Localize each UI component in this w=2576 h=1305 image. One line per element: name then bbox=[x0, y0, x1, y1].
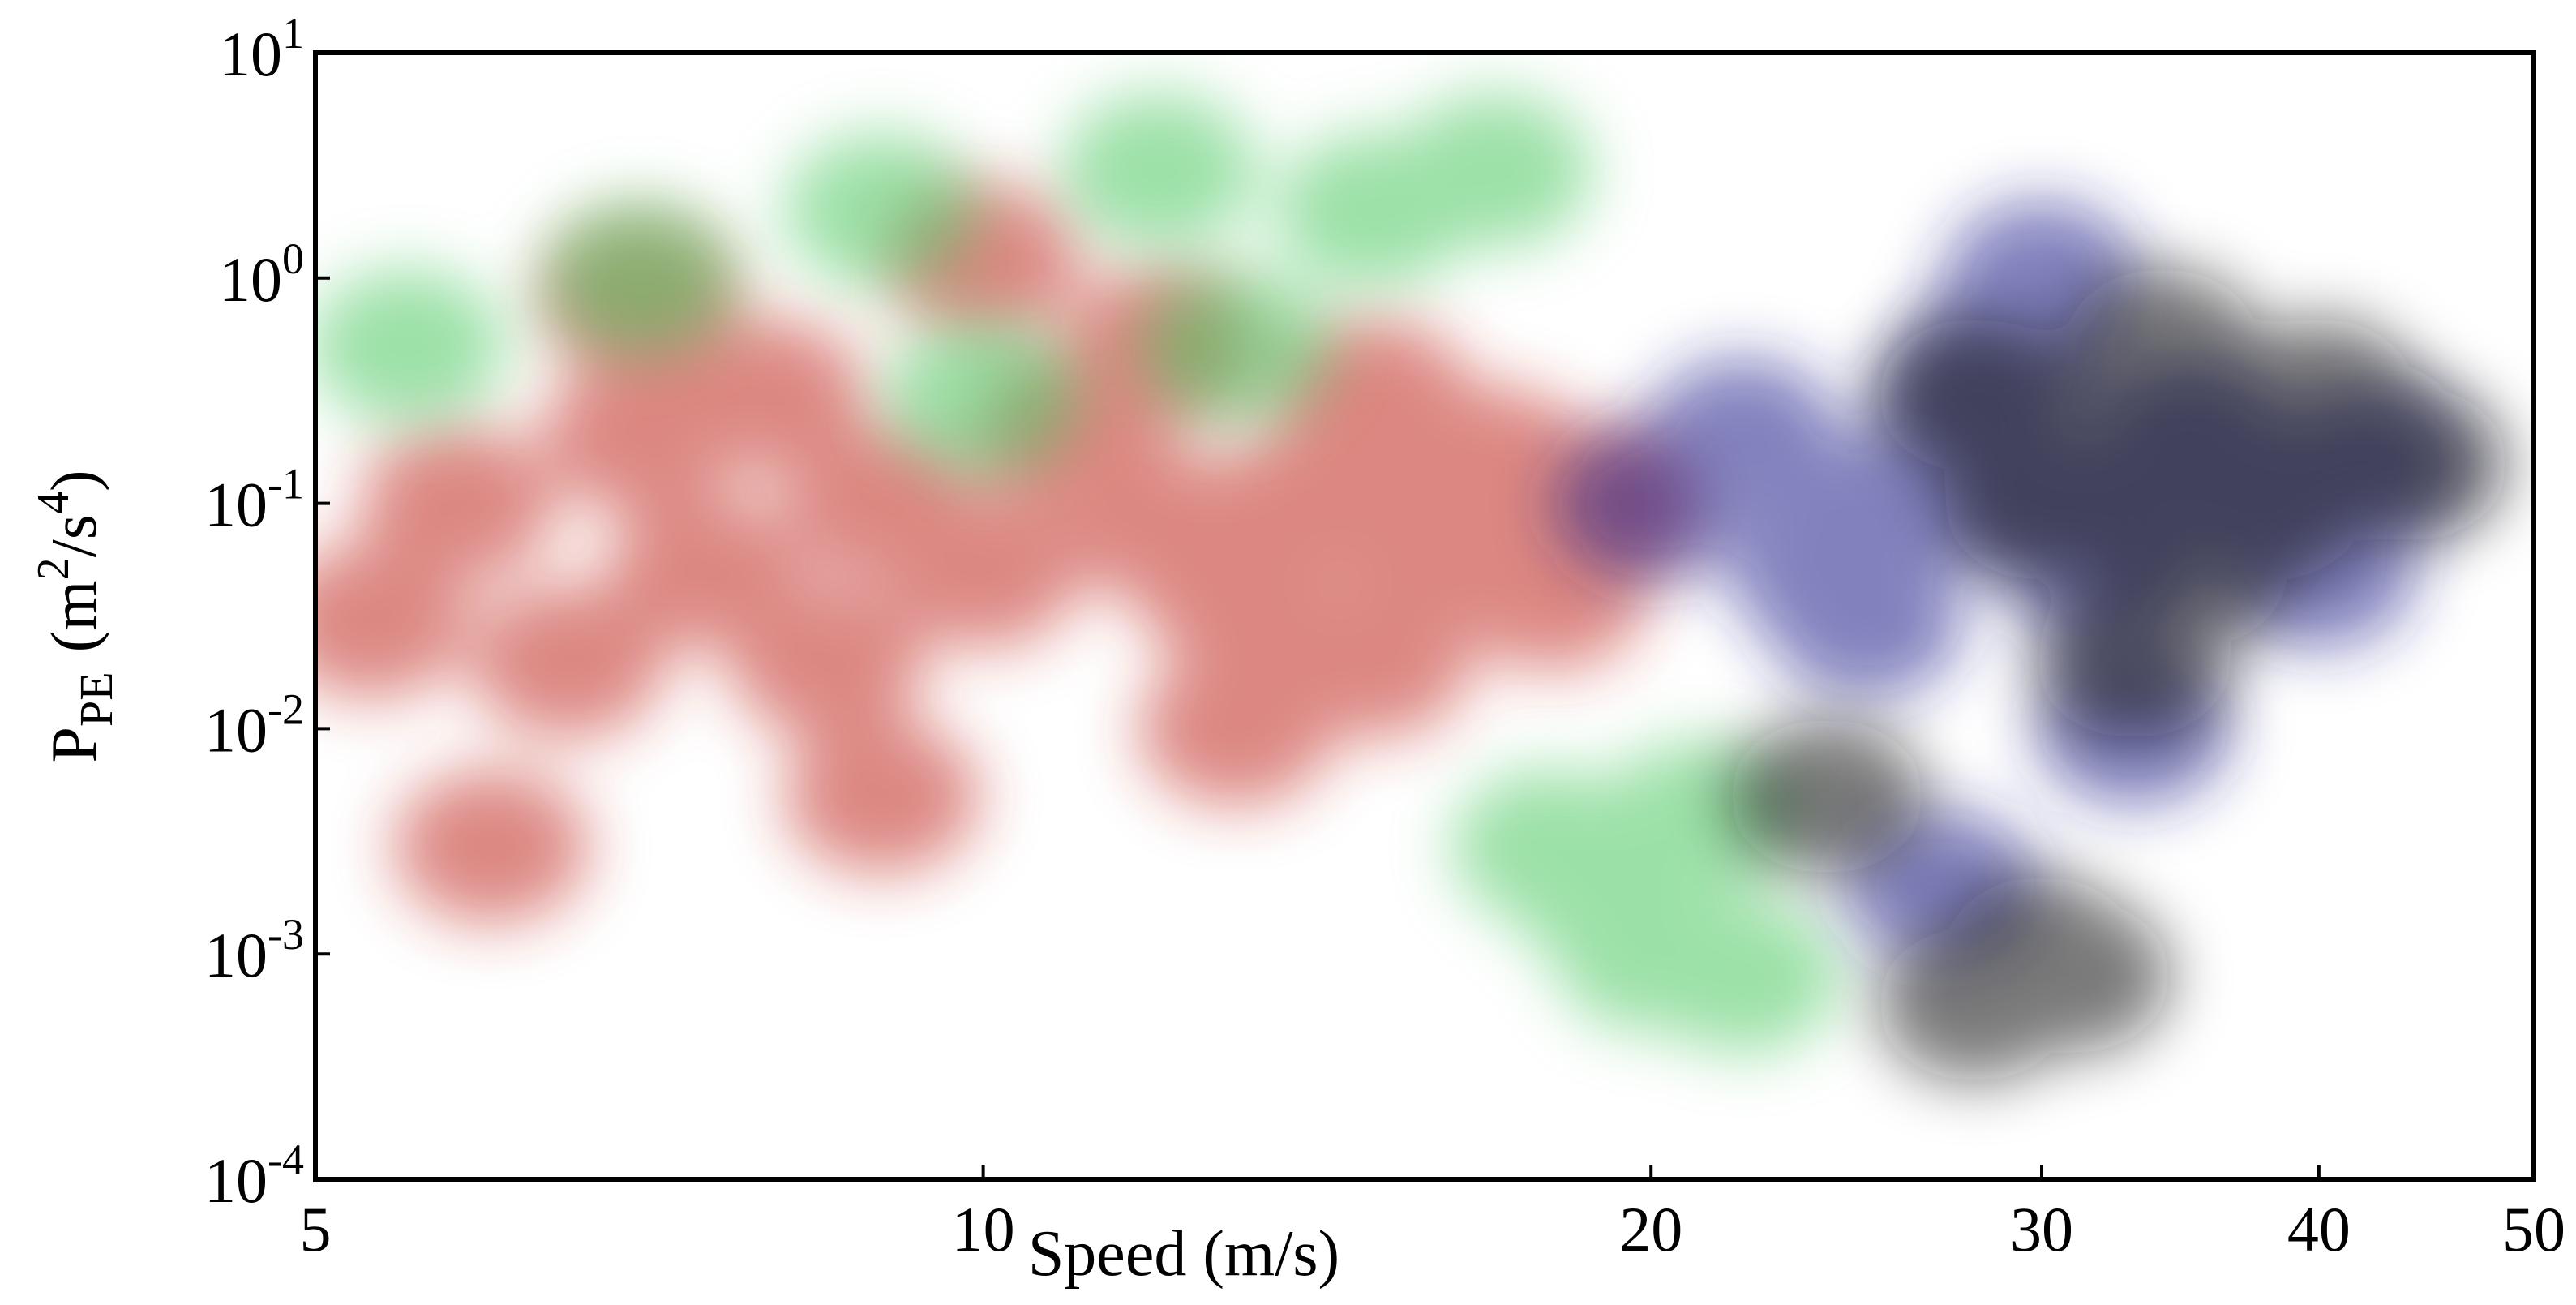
data-point bbox=[1138, 651, 1334, 806]
y-label-main: P bbox=[39, 727, 110, 763]
x-tick-label: 50 bbox=[2502, 1194, 2565, 1264]
data-point bbox=[1138, 268, 1334, 423]
y-tick-base: 10 bbox=[204, 920, 268, 990]
y-tick-base: 10 bbox=[219, 19, 282, 89]
y-label-close: ) bbox=[39, 470, 110, 492]
data-point bbox=[2313, 386, 2509, 541]
y-tick-base: 10 bbox=[219, 244, 282, 315]
plot-frame bbox=[313, 50, 2536, 1182]
y-tick-base: 10 bbox=[204, 1145, 268, 1216]
data-point bbox=[1729, 719, 1924, 874]
data-point bbox=[1397, 93, 1592, 248]
data-point bbox=[885, 494, 1081, 649]
data-point bbox=[729, 583, 924, 738]
x-tick-label: 5 bbox=[300, 1194, 332, 1264]
data-point bbox=[361, 426, 556, 581]
y-tick-label: 10-2 bbox=[204, 685, 304, 765]
y-tick-exp: -1 bbox=[268, 460, 304, 509]
data-point bbox=[885, 319, 1081, 474]
data-point bbox=[1645, 899, 1841, 1054]
data-point bbox=[1645, 358, 1841, 513]
y-tick-exp: -3 bbox=[268, 910, 304, 959]
data-point bbox=[315, 543, 469, 698]
y-tick-label: 101 bbox=[219, 9, 304, 89]
y-tick-label: 100 bbox=[219, 234, 304, 315]
y-tick-label: 10-3 bbox=[204, 910, 304, 990]
x-axis-label: Speed (m/s) bbox=[1028, 1218, 1339, 1290]
y-axis-label: PPE (m2/s4) bbox=[28, 470, 122, 762]
point-cloud bbox=[315, 93, 1841, 1054]
y-tick-exp: -4 bbox=[268, 1135, 304, 1184]
data-point bbox=[784, 133, 979, 288]
y-tick-exp: 0 bbox=[282, 234, 304, 283]
data-point bbox=[671, 319, 866, 474]
x-tick-label: 10 bbox=[952, 1194, 1015, 1264]
x-tick-label: 30 bbox=[2010, 1194, 2073, 1264]
y-tick-base: 10 bbox=[204, 470, 268, 540]
data-point bbox=[470, 583, 666, 738]
x-tick-label: 40 bbox=[2287, 1194, 2351, 1264]
y-label-mid: /s bbox=[39, 514, 110, 557]
data-point bbox=[1975, 899, 2171, 1054]
data-point bbox=[315, 268, 505, 423]
y-tick-label: 10-1 bbox=[204, 460, 304, 540]
y-label-open: (m bbox=[39, 580, 110, 652]
data-point bbox=[393, 769, 589, 924]
plot-area bbox=[315, 93, 2509, 1081]
y-label-sup1: 2 bbox=[28, 557, 79, 580]
data-point bbox=[784, 719, 979, 874]
y-tick-label: 10-4 bbox=[204, 1135, 304, 1216]
data-point bbox=[1061, 93, 1257, 248]
y-label-sup2: 4 bbox=[28, 492, 79, 514]
data-point bbox=[1768, 543, 1964, 698]
data-point bbox=[542, 200, 737, 355]
y-tick-exp: -2 bbox=[268, 685, 304, 733]
y-tick-base: 10 bbox=[204, 694, 268, 765]
y-tick-exp: 1 bbox=[282, 9, 304, 58]
data-point bbox=[2036, 583, 2231, 738]
x-tick-label: 20 bbox=[1619, 1194, 1682, 1264]
y-label-sub: PE bbox=[70, 672, 122, 727]
point-cloud bbox=[1729, 268, 2509, 1081]
